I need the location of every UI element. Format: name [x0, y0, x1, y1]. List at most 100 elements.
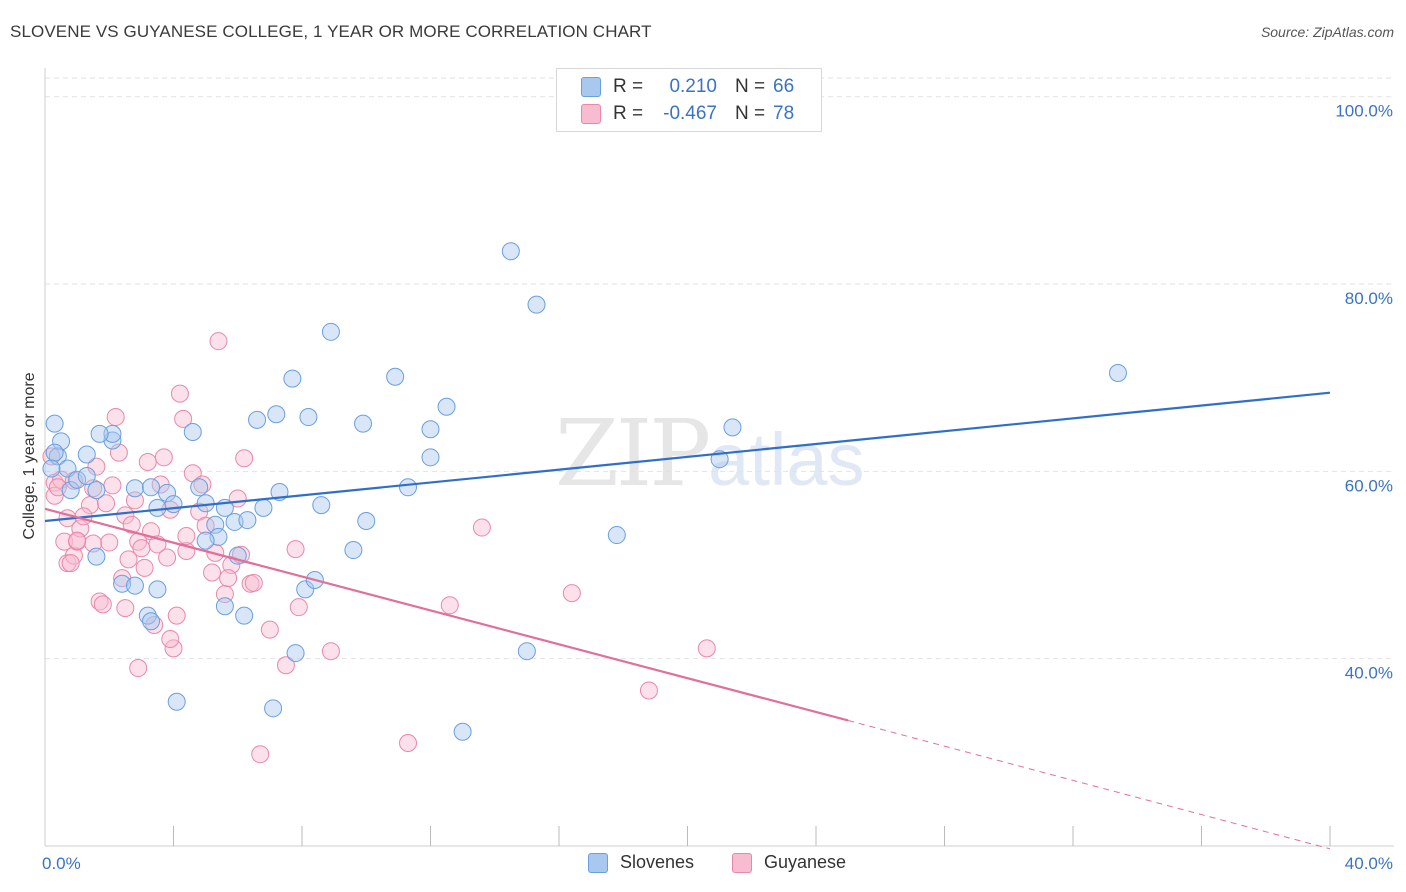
data-point-guyanese [154, 448, 173, 467]
data-point-guyanese [87, 457, 106, 476]
data-point-slovenes [138, 606, 157, 625]
data-point-guyanese [203, 563, 222, 582]
data-point-slovenes [248, 410, 267, 429]
data-point-guyanese [472, 518, 491, 537]
data-point-guyanese [639, 681, 658, 700]
data-point-guyanese [119, 550, 138, 569]
data-point-slovenes [357, 512, 376, 531]
data-point-slovenes [61, 481, 80, 500]
data-point-guyanese [260, 620, 279, 639]
data-point-slovenes [1108, 364, 1127, 383]
data-point-guyanese [244, 573, 263, 592]
legend-row-guyanese: R = -0.467 N = 78 [581, 101, 794, 127]
data-point-guyanese [276, 656, 295, 675]
data-point-slovenes [254, 498, 273, 517]
trend-line-guyanese-extension [847, 720, 1331, 850]
data-point-slovenes [68, 470, 87, 489]
x-tick-label: 40.0% [1345, 854, 1393, 873]
data-point-slovenes [238, 511, 257, 530]
data-point-guyanese [116, 599, 135, 618]
legend-item-guyanese[interactable]: Guyanese [732, 852, 846, 873]
data-point-slovenes [344, 541, 363, 560]
trend-line-slovenes [44, 391, 1331, 523]
data-point-guyanese [93, 595, 112, 614]
data-point-slovenes [354, 414, 373, 433]
data-point-slovenes [42, 459, 61, 478]
data-point-slovenes [125, 576, 144, 595]
data-point-slovenes [386, 367, 405, 386]
data-point-guyanese [135, 558, 154, 577]
data-point-slovenes [215, 597, 234, 616]
slovenes-points [42, 242, 1127, 741]
data-point-guyanese [68, 531, 87, 550]
data-point-guyanese [399, 733, 418, 752]
data-point-guyanese [161, 630, 180, 649]
data-point-slovenes [312, 496, 331, 515]
trend-lines [44, 391, 1331, 850]
data-point-slovenes [607, 526, 626, 545]
chart-source: Source: ZipAtlas.com [1260, 24, 1394, 40]
data-point-guyanese [164, 639, 183, 658]
data-point-slovenes [235, 606, 254, 625]
y-tick-label: 60.0% [1345, 476, 1393, 495]
data-point-guyanese [196, 516, 215, 535]
data-point-slovenes [158, 483, 177, 502]
legend-swatch-slovenes [581, 77, 601, 97]
data-point-slovenes [421, 420, 440, 439]
data-point-slovenes [90, 424, 109, 443]
grid-lines [45, 77, 1394, 660]
legend-item-slovenes[interactable]: Slovenes [588, 852, 694, 873]
data-point-guyanese [697, 639, 716, 658]
data-point-slovenes [125, 479, 144, 498]
data-point-slovenes [501, 242, 520, 261]
data-point-guyanese [97, 494, 116, 513]
series-legend: Slovenes Guyanese [0, 852, 1406, 878]
data-point-slovenes [206, 515, 225, 534]
watermark: ZIPatlas [555, 400, 864, 507]
data-point-slovenes [421, 448, 440, 467]
chart-title: SLOVENE VS GUYANESE COLLEGE, 1 YEAR OR M… [10, 22, 652, 41]
data-point-slovenes [148, 498, 167, 517]
data-point-guyanese [321, 642, 340, 661]
data-point-slovenes [142, 612, 161, 631]
data-point-slovenes [196, 531, 215, 550]
data-point-slovenes [45, 443, 64, 462]
data-point-slovenes [453, 722, 472, 741]
data-point-slovenes [77, 445, 96, 464]
data-point-slovenes [45, 414, 64, 433]
legend-row-slovenes: R = 0.210 N = 66 [581, 74, 794, 100]
data-point-guyanese [177, 526, 196, 545]
data-point-slovenes [723, 418, 742, 437]
data-point-guyanese [174, 409, 193, 428]
data-point-guyanese [122, 515, 141, 534]
data-point-guyanese [138, 453, 157, 471]
data-point-slovenes [299, 408, 318, 427]
watermark-atlas: atlas [708, 418, 865, 501]
legend-n-label: N = [735, 76, 766, 97]
data-point-guyanese [90, 592, 109, 611]
data-point-guyanese [235, 449, 254, 468]
legend-n-value: 66 [773, 76, 795, 97]
data-point-slovenes [399, 478, 418, 497]
legend-r-label: R = [613, 76, 644, 97]
legend-label-slovenes: Slovenes [620, 852, 695, 872]
data-point-guyanese [132, 539, 151, 558]
y-tick-label: 100.0% [1335, 102, 1393, 121]
data-point-guyanese [55, 532, 74, 551]
data-point-slovenes [283, 369, 302, 388]
data-point-guyanese [562, 584, 581, 603]
legend-swatch-guyanese [732, 852, 752, 873]
data-point-slovenes [267, 405, 286, 424]
data-point-guyanese [209, 332, 228, 351]
data-point-slovenes [296, 580, 315, 599]
legend-swatch-guyanese [581, 104, 601, 124]
guyanese-points [42, 332, 716, 764]
legend-r-value: 0.210 [669, 76, 717, 97]
legend-r-label: R = [613, 103, 644, 124]
legend-n-value: 78 [773, 103, 795, 124]
data-point-guyanese [103, 476, 122, 495]
data-point-guyanese [116, 506, 135, 525]
correlation-legend: R = 0.210 N = 66 R = -0.467 N = 78 [556, 68, 822, 132]
data-point-guyanese [71, 519, 90, 538]
